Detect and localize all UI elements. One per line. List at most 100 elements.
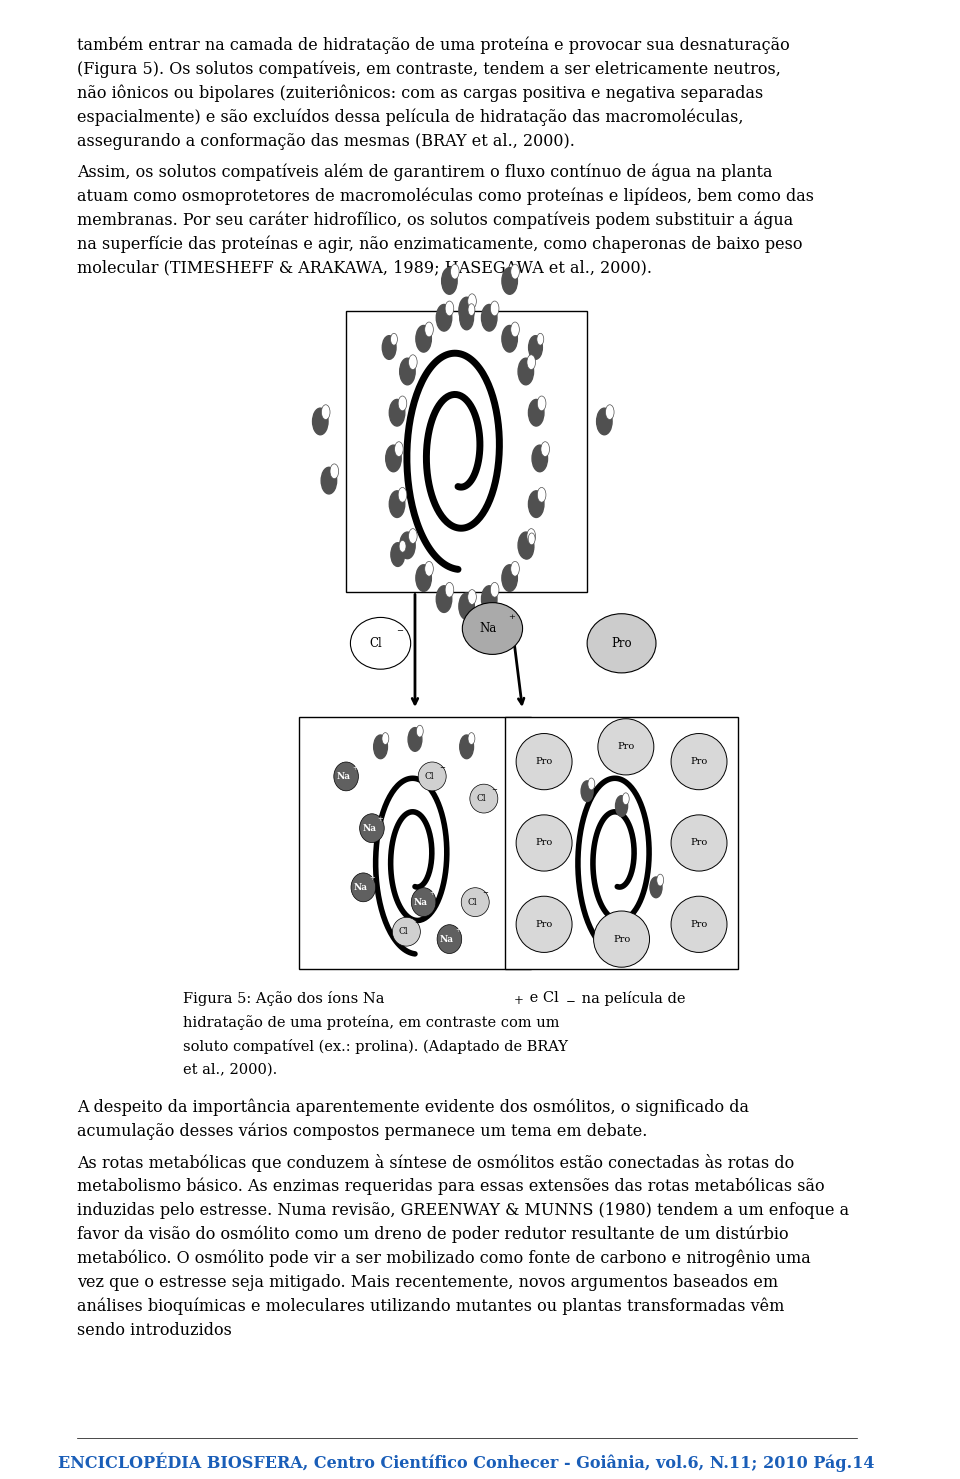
Ellipse shape xyxy=(671,734,727,790)
Circle shape xyxy=(482,586,497,612)
Text: (Figura 5). Os solutos compatíveis, em contraste, tendem a ser eletricamente neu: (Figura 5). Os solutos compatíveis, em c… xyxy=(77,61,780,78)
Circle shape xyxy=(606,405,614,420)
Ellipse shape xyxy=(671,815,727,871)
Circle shape xyxy=(395,442,403,457)
Circle shape xyxy=(390,491,405,518)
Ellipse shape xyxy=(461,887,490,917)
Text: Na: Na xyxy=(353,883,368,892)
Text: +: + xyxy=(377,815,383,824)
Text: metabolismo básico. As enzimas requeridas para essas extensões das rotas metaból: metabolismo básico. As enzimas requerida… xyxy=(77,1177,825,1195)
Circle shape xyxy=(538,488,546,503)
Text: sendo introduzidos: sendo introduzidos xyxy=(77,1322,231,1338)
Text: acumulação desses vários compostos permanece um tema em debate.: acumulação desses vários compostos perma… xyxy=(77,1123,647,1140)
Circle shape xyxy=(450,265,459,280)
Ellipse shape xyxy=(516,815,572,871)
Text: Assim, os solutos compatíveis além de garantirem o fluxo contínuo de água na pla: Assim, os solutos compatíveis além de ga… xyxy=(77,164,772,182)
Text: membranas. Por seu caráter hidrofílico, os solutos compatíveis podem substituir : membranas. Por seu caráter hidrofílico, … xyxy=(77,211,793,229)
Text: espacialmente) e são excluídos dessa película de hidratação das macromoléculas,: espacialmente) e são excluídos dessa pel… xyxy=(77,109,743,126)
Text: −: − xyxy=(414,918,420,927)
Text: na superfície das proteínas e agir, não enzimaticamente, como chaperonas de baix: na superfície das proteínas e agir, não … xyxy=(77,235,803,253)
Circle shape xyxy=(459,297,474,324)
Circle shape xyxy=(391,333,397,345)
Circle shape xyxy=(502,268,517,294)
Circle shape xyxy=(502,325,517,352)
Text: Pro: Pro xyxy=(690,920,708,929)
Ellipse shape xyxy=(360,813,384,843)
Ellipse shape xyxy=(671,896,727,952)
Ellipse shape xyxy=(516,734,572,790)
Text: induzidas pelo estresse. Numa revisão, GREENWAY & MUNNS (1980) tendem a um enfoq: induzidas pelo estresse. Numa revisão, G… xyxy=(77,1202,849,1219)
Text: −: − xyxy=(492,785,497,794)
Circle shape xyxy=(528,532,535,544)
Bar xyxy=(505,717,738,969)
Text: análises bioquímicas e moleculares utilizando mutantes ou plantas transformadas : análises bioquímicas e moleculares utili… xyxy=(77,1297,784,1315)
Text: +: + xyxy=(514,994,524,1007)
Ellipse shape xyxy=(411,887,436,917)
Circle shape xyxy=(313,408,328,435)
Ellipse shape xyxy=(593,911,650,967)
Text: metabólico. O osmólito pode vir a ser mobilizado como fonte de carbono e nitrogê: metabólico. O osmólito pode vir a ser mo… xyxy=(77,1250,810,1268)
Text: Pro: Pro xyxy=(690,757,708,766)
Text: Na: Na xyxy=(337,772,350,781)
Text: Cl: Cl xyxy=(476,794,486,803)
Text: Cl: Cl xyxy=(425,772,435,781)
Text: soluto compatível (ex.: prolina). (Adaptado de BRAY: soluto compatível (ex.: prolina). (Adapt… xyxy=(182,1038,567,1055)
Circle shape xyxy=(657,874,663,886)
Text: Pro: Pro xyxy=(536,839,553,847)
Text: Cl: Cl xyxy=(370,637,383,649)
Text: et al., 2000).: et al., 2000). xyxy=(182,1063,276,1077)
Text: A despeito da importância aparentemente evidente dos osmólitos, o significado da: A despeito da importância aparentemente … xyxy=(77,1099,749,1117)
Circle shape xyxy=(399,540,406,552)
Text: assegurando a conformação das mesmas (BRAY et al., 2000).: assegurando a conformação das mesmas (BR… xyxy=(77,133,574,149)
Text: −: − xyxy=(483,889,489,898)
Circle shape xyxy=(502,565,517,592)
Circle shape xyxy=(491,583,499,598)
Text: ENCICLOPÉDIA BIOSFERA, Centro Científico Conhecer - Goiânia, vol.6, N.11; 2010 P: ENCICLOPÉDIA BIOSFERA, Centro Científico… xyxy=(59,1452,875,1472)
Text: +: + xyxy=(455,926,461,935)
Circle shape xyxy=(468,294,476,309)
Text: Pro: Pro xyxy=(690,839,708,847)
Text: Na: Na xyxy=(440,935,454,944)
Text: atuam como osmoprotetores de macromoléculas como proteínas e lipídeos, bem como : atuam como osmoprotetores de macromolécu… xyxy=(77,188,813,206)
Circle shape xyxy=(460,306,473,330)
Text: Pro: Pro xyxy=(612,935,630,944)
Circle shape xyxy=(468,732,475,744)
Text: Figura 5: Ação dos íons Na: Figura 5: Ação dos íons Na xyxy=(182,991,384,1006)
Text: −: − xyxy=(396,627,403,636)
Circle shape xyxy=(382,336,396,359)
Circle shape xyxy=(409,528,418,543)
Circle shape xyxy=(408,728,421,751)
Circle shape xyxy=(436,305,452,331)
Circle shape xyxy=(399,532,415,559)
Text: Pro: Pro xyxy=(617,742,635,751)
Circle shape xyxy=(491,302,499,317)
Text: molecular (TIMESHEFF & ARAKAWA, 1989; HASEGAWA et al., 2000).: molecular (TIMESHEFF & ARAKAWA, 1989; HA… xyxy=(77,260,652,277)
Circle shape xyxy=(398,396,407,411)
Text: e Cl: e Cl xyxy=(525,991,559,1004)
Circle shape xyxy=(482,305,497,331)
Ellipse shape xyxy=(437,924,462,954)
Text: Pro: Pro xyxy=(536,920,553,929)
Text: +: + xyxy=(429,889,435,898)
Circle shape xyxy=(540,442,549,457)
Circle shape xyxy=(442,268,457,294)
Ellipse shape xyxy=(469,784,498,813)
Circle shape xyxy=(511,265,519,280)
Circle shape xyxy=(520,535,534,559)
Circle shape xyxy=(511,562,519,577)
Ellipse shape xyxy=(598,719,654,775)
Text: também entrar na camada de hidratação de uma proteína e provocar sua desnaturaçã: também entrar na camada de hidratação de… xyxy=(77,37,789,55)
Text: vez que o estresse seja mitigado. Mais recentemente, novos argumentos baseados e: vez que o estresse seja mitigado. Mais r… xyxy=(77,1273,778,1291)
Bar xyxy=(347,311,588,592)
Circle shape xyxy=(518,532,534,559)
Text: na película de: na película de xyxy=(577,991,685,1006)
Circle shape xyxy=(468,590,476,605)
Text: Na: Na xyxy=(479,623,496,634)
Circle shape xyxy=(518,358,534,385)
Circle shape xyxy=(460,735,473,759)
Circle shape xyxy=(596,408,612,435)
Circle shape xyxy=(409,355,418,370)
Text: Cl: Cl xyxy=(468,898,477,907)
Circle shape xyxy=(416,325,431,352)
Circle shape xyxy=(445,302,454,317)
